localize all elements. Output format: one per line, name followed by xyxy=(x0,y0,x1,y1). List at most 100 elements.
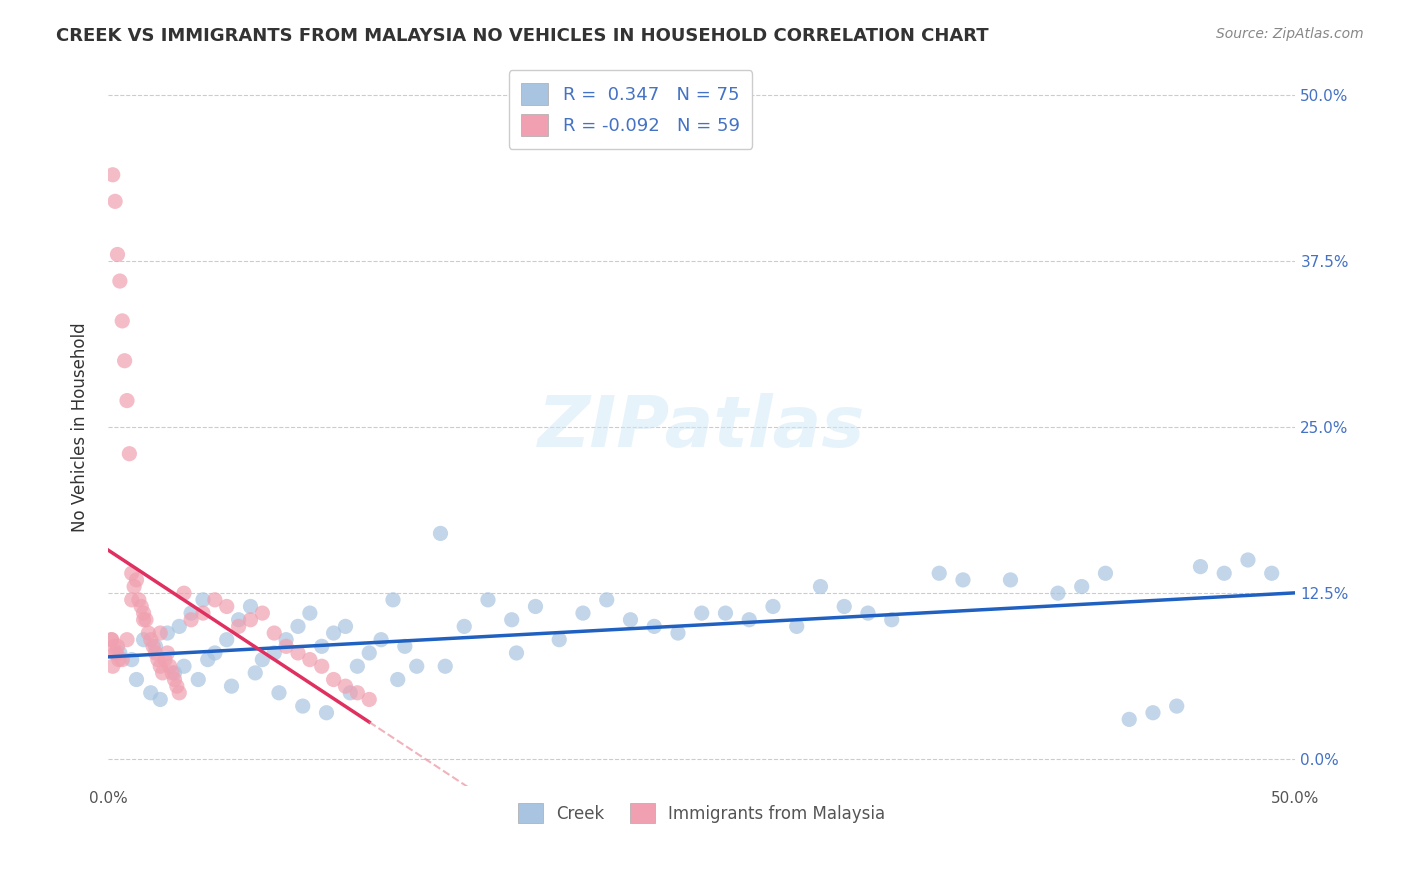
Point xyxy=(298,606,321,620)
Point xyxy=(335,619,357,633)
Point xyxy=(477,592,499,607)
Point xyxy=(274,632,297,647)
Point xyxy=(394,640,416,654)
Text: ZIPatlas: ZIPatlas xyxy=(538,392,866,462)
Point xyxy=(138,626,160,640)
Point xyxy=(315,706,337,720)
Point xyxy=(122,580,145,594)
Point xyxy=(1070,580,1092,594)
Point xyxy=(152,665,174,680)
Point xyxy=(505,646,527,660)
Point xyxy=(267,686,290,700)
Point xyxy=(139,686,162,700)
Point xyxy=(1000,573,1022,587)
Point xyxy=(125,673,148,687)
Point xyxy=(738,613,761,627)
Point xyxy=(346,686,368,700)
Point xyxy=(1142,706,1164,720)
Point xyxy=(1118,712,1140,726)
Point xyxy=(100,632,122,647)
Point xyxy=(191,606,214,620)
Point xyxy=(173,586,195,600)
Point xyxy=(142,640,165,654)
Point xyxy=(263,646,285,660)
Point xyxy=(311,659,333,673)
Point xyxy=(832,599,855,614)
Point xyxy=(145,646,167,660)
Point xyxy=(107,652,129,666)
Point xyxy=(149,659,172,673)
Point xyxy=(1237,553,1260,567)
Point xyxy=(228,613,250,627)
Point xyxy=(104,194,127,209)
Point xyxy=(111,314,134,328)
Point xyxy=(572,606,595,620)
Point xyxy=(180,613,202,627)
Point xyxy=(339,686,361,700)
Point xyxy=(239,613,262,627)
Point xyxy=(180,606,202,620)
Point xyxy=(619,613,641,627)
Point xyxy=(1213,566,1236,581)
Point xyxy=(359,692,381,706)
Point xyxy=(501,613,523,627)
Point xyxy=(810,580,832,594)
Point xyxy=(100,632,122,647)
Point xyxy=(156,626,179,640)
Text: Source: ZipAtlas.com: Source: ZipAtlas.com xyxy=(1216,27,1364,41)
Point xyxy=(239,599,262,614)
Point xyxy=(132,606,155,620)
Point xyxy=(121,592,143,607)
Point xyxy=(159,659,181,673)
Point xyxy=(1046,586,1069,600)
Point xyxy=(114,353,136,368)
Point xyxy=(856,606,879,620)
Legend: Creek, Immigrants from Malaysia: Creek, Immigrants from Malaysia xyxy=(506,791,897,835)
Point xyxy=(291,699,314,714)
Point xyxy=(346,659,368,673)
Point xyxy=(762,599,785,614)
Point xyxy=(107,247,129,261)
Point xyxy=(125,573,148,587)
Point xyxy=(129,599,152,614)
Point xyxy=(104,646,127,660)
Point xyxy=(128,592,150,607)
Point xyxy=(322,626,344,640)
Point xyxy=(263,626,285,640)
Point xyxy=(298,652,321,666)
Point xyxy=(153,652,176,666)
Point xyxy=(163,665,186,680)
Point xyxy=(952,573,974,587)
Point xyxy=(228,619,250,633)
Point xyxy=(524,599,547,614)
Point xyxy=(108,274,131,288)
Point xyxy=(149,692,172,706)
Point xyxy=(215,599,238,614)
Point xyxy=(370,632,392,647)
Point xyxy=(786,619,808,633)
Point xyxy=(101,659,124,673)
Point xyxy=(311,640,333,654)
Point xyxy=(274,640,297,654)
Point xyxy=(135,613,157,627)
Point xyxy=(928,566,950,581)
Point xyxy=(387,673,409,687)
Point xyxy=(252,652,274,666)
Point xyxy=(453,619,475,633)
Point xyxy=(215,632,238,647)
Point xyxy=(204,592,226,607)
Point xyxy=(1260,566,1282,581)
Point xyxy=(434,659,457,673)
Point xyxy=(245,665,267,680)
Point xyxy=(167,686,190,700)
Text: CREEK VS IMMIGRANTS FROM MALAYSIA NO VEHICLES IN HOUSEHOLD CORRELATION CHART: CREEK VS IMMIGRANTS FROM MALAYSIA NO VEH… xyxy=(56,27,988,45)
Point xyxy=(221,679,243,693)
Point xyxy=(173,659,195,673)
Point xyxy=(287,619,309,633)
Point xyxy=(197,652,219,666)
Point xyxy=(105,646,128,660)
Point xyxy=(187,673,209,687)
Point xyxy=(880,613,903,627)
Point xyxy=(429,526,451,541)
Point xyxy=(287,646,309,660)
